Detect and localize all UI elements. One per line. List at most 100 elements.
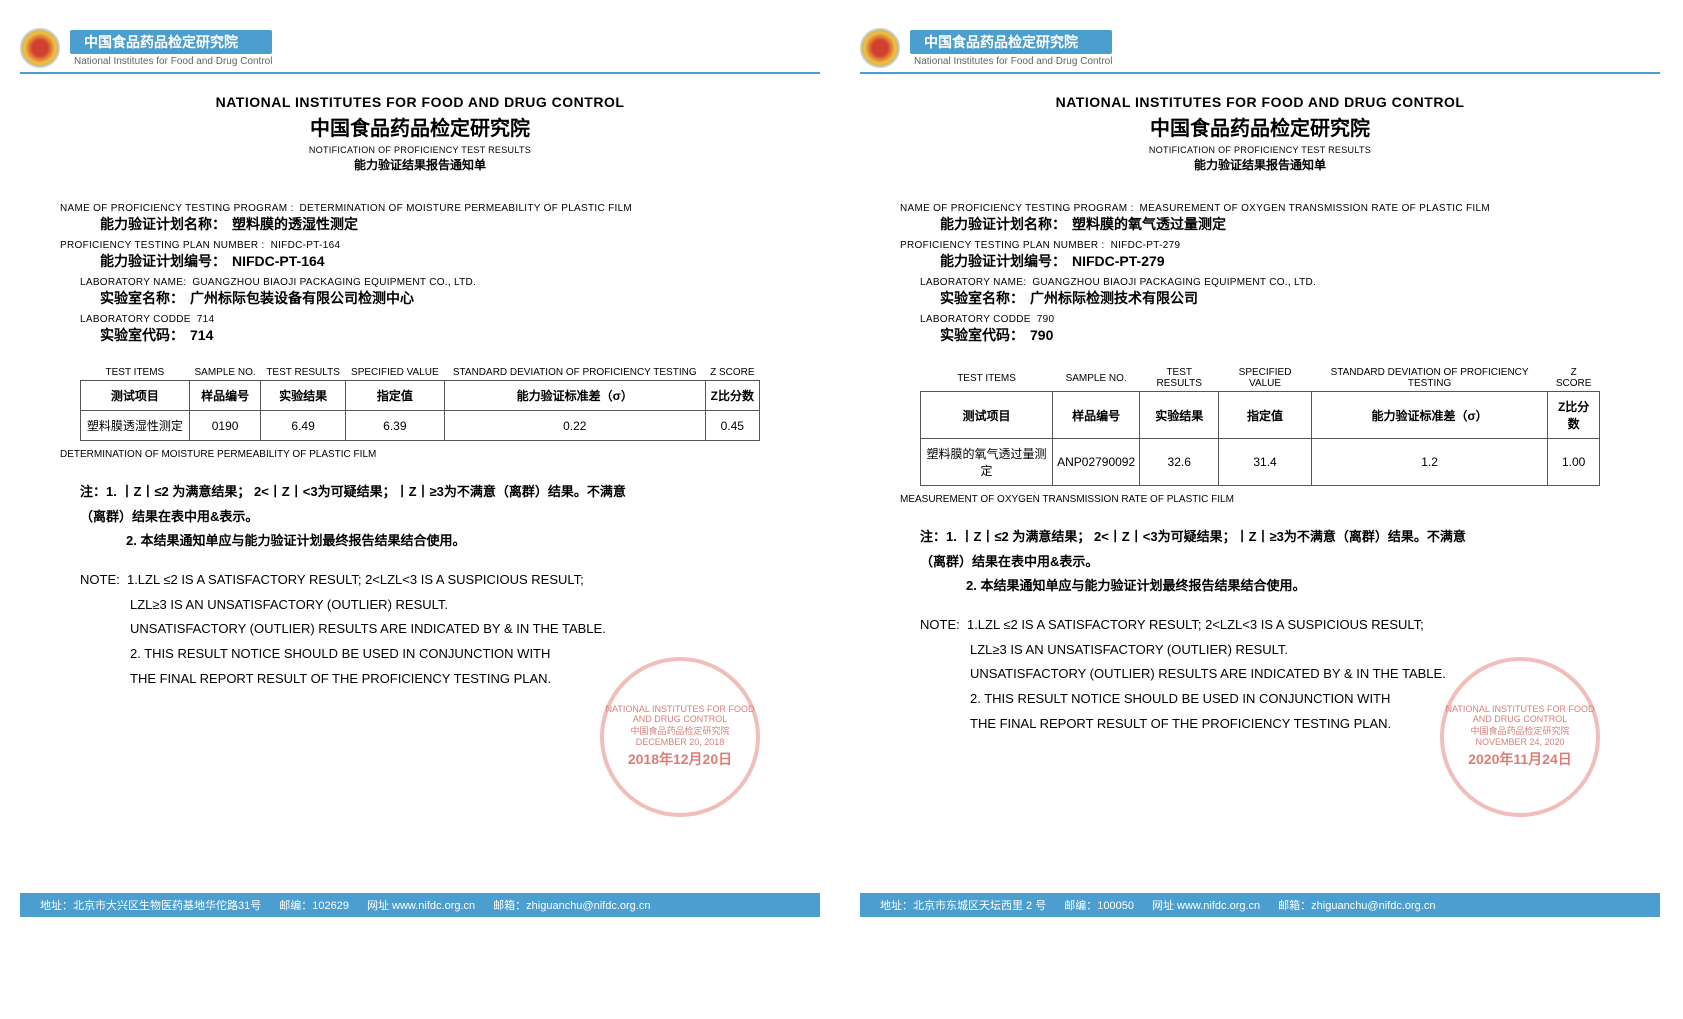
code-cn-label: 实验室代码： [100,325,184,345]
results-table: TEST ITEMS SAMPLE NO. TEST RESULTS SPECI… [80,365,760,441]
lab-en-val: GUANGZHOU BIAOJI PACKAGING EQUIPMENT CO.… [1032,277,1316,288]
th-cn-4: 能力验证标准差（σ） [444,381,705,411]
th-en-3: SPECIFIED VALUE [1219,365,1312,392]
note-en-4: 2. THIS RESULT NOTICE SHOULD BE USED IN … [130,642,780,667]
th-cn-0: 测试项目 [921,392,1053,439]
th-cn-3: 指定值 [1219,392,1312,439]
note-cn-3: 2. 本结果通知单应与能力验证计划最终报告结果结合使用。 [966,574,1600,599]
program-cn-label: 能力验证计划名称： [940,214,1066,234]
code-en-label: LABORATORY CODDE [80,314,191,325]
table-footer-en: MEASUREMENT OF OXYGEN TRANSMISSION RATE … [900,494,1660,505]
th-cn-4: 能力验证标准差（σ） [1311,392,1547,439]
header-text: 中国食品药品检定研究院 National Institutes for Food… [910,30,1112,67]
note-cn-1: 注：1. 丨Z丨≤2 为满意结果； 2<丨Z丨<3为可疑结果；丨Z丨≥3为不满意… [80,480,760,505]
header-bar: 中国食品药品检定研究院 National Institutes for Food… [860,20,1660,74]
plan-en-val: NIFDC-PT-279 [1111,240,1181,251]
table-footer-en: DETERMINATION OF MOISTURE PERMEABILITY O… [60,449,820,460]
note-en-2: LZL≥3 IS AN UNSATISFACTORY (OUTLIER) RES… [130,593,780,618]
header-bar: 中国食品药品检定研究院 National Institutes for Food… [20,20,820,74]
subtitle-cn: 能力验证结果报告通知单 [20,156,820,173]
title-cn: 中国食品药品检定研究院 [860,112,1660,141]
note-en-5: THE FINAL REPORT RESULT OF THE PROFICIEN… [970,712,1620,737]
footer-addr: 地址：北京市大兴区生物医药基地华佗路31号 [40,897,261,913]
th-en-3: SPECIFIED VALUE [345,365,444,381]
th-en-5: Z SCORE [705,365,759,381]
note-cn-2: （离群）结果在表中用&表示。 [80,505,760,530]
th-cn-2: 实验结果 [261,381,345,411]
program-cn-val: 塑料膜的氧气透过量测定 [1072,216,1226,232]
code-en-val: 714 [197,314,215,325]
note-en-1: 1.LZL ≤2 IS A SATISFACTORY RESULT; 2<LZL… [967,617,1424,632]
program-en-label: NAME OF PROFICIENCY TESTING PROGRAM : [900,203,1134,214]
plan-en-label: PROFICIENCY TESTING PLAN NUMBER : [900,240,1105,251]
footer-web: 网址 www.nifdc.org.cn [367,897,475,913]
plan-cn-label: 能力验证计划编号： [100,251,226,271]
footer-bar: 地址：北京市大兴区生物医药基地华佗路31号 邮编：102629 网址 www.n… [20,893,820,917]
program-en-val: MEASUREMENT OF OXYGEN TRANSMISSION RATE … [1140,203,1490,214]
nifdc-logo-icon [20,28,60,68]
lab-cn-label: 实验室名称： [940,288,1024,308]
note-en-label: NOTE: [920,617,960,632]
title-block: NATIONAL INSTITUTES FOR FOOD AND DRUG CO… [20,94,820,173]
note-cn-1: 注：1. 丨Z丨≤2 为满意结果； 2<丨Z丨<3为可疑结果；丨Z丨≥3为不满意… [920,525,1600,550]
info-block: NAME OF PROFICIENCY TESTING PROGRAM : MEA… [900,203,1640,345]
code-cn-val: 714 [190,327,213,343]
title-en: NATIONAL INSTITUTES FOR FOOD AND DRUG CO… [860,94,1660,110]
cell-4: 0.22 [444,411,705,441]
plan-en-val: NIFDC-PT-164 [271,240,341,251]
subtitle-cn: 能力验证结果报告通知单 [860,156,1660,173]
title-cn: 中国食品药品检定研究院 [20,112,820,141]
th-en-0: TEST ITEMS [921,365,1053,392]
notes-cn: 注：1. 丨Z丨≤2 为满意结果； 2<丨Z丨<3为可疑结果；丨Z丨≥3为不满意… [920,525,1600,599]
th-en-2: TEST RESULTS [261,365,345,381]
certificate-doc-1: 中国食品药品检定研究院 National Institutes for Food… [20,20,820,917]
code-cn-val: 790 [1030,327,1053,343]
note-cn-2: （离群）结果在表中用&表示。 [920,550,1600,575]
th-en-2: TEST RESULTS [1140,365,1219,392]
cell-5: 1.00 [1548,439,1600,486]
lab-cn-val: 广州标际检测技术有限公司 [1030,290,1198,306]
plan-cn-val: NIFDC-PT-164 [232,253,325,269]
code-cn-label: 实验室代码： [940,325,1024,345]
lab-en-label: LABORATORY NAME: [80,277,186,288]
lab-en-val: GUANGZHOU BIAOJI PACKAGING EQUIPMENT CO.… [192,277,476,288]
th-en-1: SAMPLE NO. [1053,365,1140,392]
note-en-3: UNSATISFACTORY (OUTLIER) RESULTS ARE IND… [970,662,1620,687]
th-cn-2: 实验结果 [1140,392,1219,439]
cell-3: 6.39 [345,411,444,441]
cell-5: 0.45 [705,411,759,441]
nifdc-logo-icon [860,28,900,68]
cell-3: 31.4 [1219,439,1312,486]
footer-web: 网址 www.nifdc.org.cn [1152,897,1260,913]
lab-en-label: LABORATORY NAME: [920,277,1026,288]
certificate-doc-2: 中国食品药品检定研究院 National Institutes for Food… [860,20,1660,917]
plan-cn-label: 能力验证计划编号： [940,251,1066,271]
th-en-0: TEST ITEMS [81,365,190,381]
header-text: 中国食品药品检定研究院 National Institutes for Food… [70,30,272,67]
plan-en-label: PROFICIENCY TESTING PLAN NUMBER : [60,240,265,251]
th-en-1: SAMPLE NO. [189,365,261,381]
cell-0: 塑料膜透湿性测定 [81,411,190,441]
note-en-3: UNSATISFACTORY (OUTLIER) RESULTS ARE IND… [130,617,780,642]
th-en-5: Z SCORE [1548,365,1600,392]
th-en-4: STANDARD DEVIATION OF PROFICIENCY TESTIN… [1311,365,1547,392]
notes-en: NOTE: 1.LZL ≤2 IS A SATISFACTORY RESULT;… [80,568,780,691]
subtitle-en: NOTIFICATION OF PROFICIENCY TEST RESULTS [20,145,820,155]
program-en-val: DETERMINATION OF MOISTURE PERMEABILITY O… [300,203,633,214]
header-org-cn: 中国食品药品检定研究院 [70,30,272,54]
th-cn-1: 样品编号 [1053,392,1140,439]
footer-zip: 邮编：102629 [279,897,349,913]
footer-addr: 地址：北京市东城区天坛西里 2 号 [880,897,1046,913]
note-en-1: 1.LZL ≤2 IS A SATISFACTORY RESULT; 2<LZL… [127,572,584,587]
results-table: TEST ITEMS SAMPLE NO. TEST RESULTS SPECI… [920,365,1600,486]
table-row: 塑料膜透湿性测定 0190 6.49 6.39 0.22 0.45 [81,411,760,441]
lab-cn-val: 广州标际包装设备有限公司检测中心 [190,290,414,306]
footer-bar: 地址：北京市东城区天坛西里 2 号 邮编：100050 网址 www.nifdc… [860,893,1660,917]
notes-cn: 注：1. 丨Z丨≤2 为满意结果； 2<丨Z丨<3为可疑结果；丨Z丨≥3为不满意… [80,480,760,554]
subtitle-en: NOTIFICATION OF PROFICIENCY TEST RESULTS [860,145,1660,155]
cell-2: 6.49 [261,411,345,441]
program-cn-label: 能力验证计划名称： [100,214,226,234]
code-en-val: 790 [1037,314,1055,325]
table-row: 塑料膜的氧气透过量测定 ANP02790092 32.6 31.4 1.2 1.… [921,439,1600,486]
cell-2: 32.6 [1140,439,1219,486]
